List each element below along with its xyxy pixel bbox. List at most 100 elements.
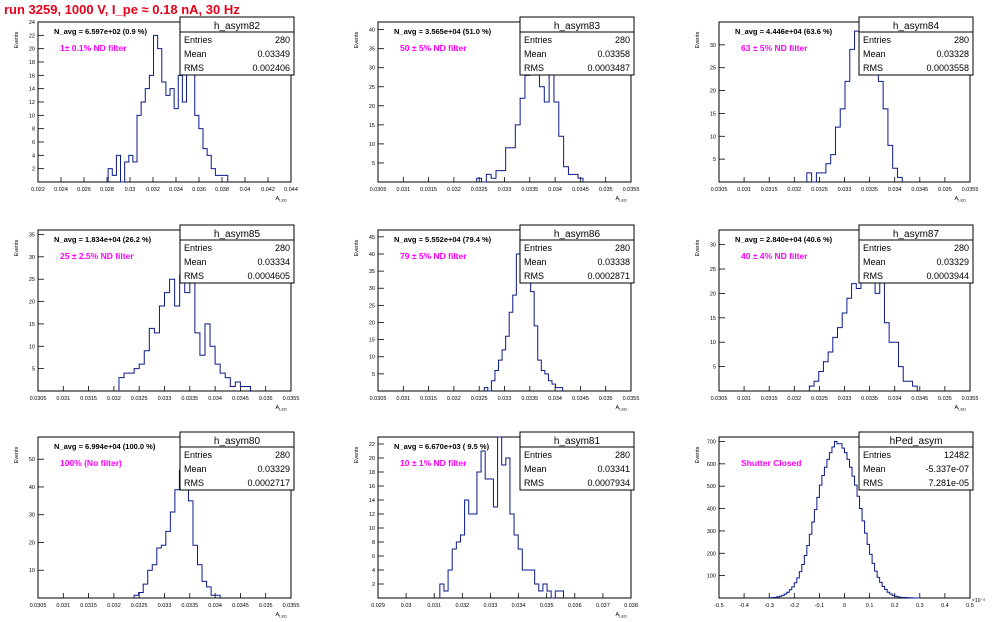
- y-tick-label: 2: [32, 167, 35, 173]
- x-tick-label: 0.0315: [80, 396, 97, 402]
- stats-value-mean: 0.03341: [597, 464, 630, 474]
- x-axis-title-sub: LED: [279, 198, 287, 203]
- x-tick-label: -0.5: [714, 603, 723, 609]
- x-tick-label: 0.0345: [572, 396, 589, 402]
- y-tick-label: 22: [369, 442, 375, 448]
- x-tick-label: 0.033: [484, 603, 498, 609]
- histogram-line: [107, 28, 229, 183]
- stats-label-rms: RMS: [524, 271, 544, 281]
- x-tick-label: 0.0305: [711, 187, 728, 193]
- x-tick-label: 0.0345: [572, 187, 589, 193]
- x-tick-label: 0.0335: [861, 396, 878, 402]
- y-tick-label: 15: [29, 322, 35, 328]
- x-tick-label: 0.031: [56, 396, 70, 402]
- stats-value-rms: 0.002406: [252, 63, 290, 73]
- histogram-name: h_asym82: [214, 21, 261, 32]
- x-tick-label: 0.035: [599, 187, 613, 193]
- y-axis-title: Events: [354, 31, 360, 48]
- histogram-name: h_asym83: [554, 21, 601, 32]
- x-tick-label: 0.5: [966, 603, 974, 609]
- x-tick-label: 0.0325: [811, 187, 828, 193]
- stats-value-mean: 0.03334: [257, 257, 290, 267]
- y-tick-label: 12: [369, 512, 375, 518]
- stats-label-mean: Mean: [184, 257, 207, 267]
- y-tick-label: 2: [372, 582, 375, 588]
- x-tick-label: 0.0305: [711, 396, 728, 402]
- y-axis-title: Events: [695, 31, 701, 48]
- stats-label-mean: Mean: [524, 49, 547, 59]
- y-tick-label: 20: [710, 89, 716, 95]
- x-tick-label: -0.2: [790, 603, 799, 609]
- x-tick-label: 0.026: [77, 187, 91, 193]
- x-tick-label: 0.03: [125, 187, 136, 193]
- stats-box: [858, 431, 974, 491]
- y-tick-label: 15: [710, 316, 716, 322]
- navg-label: N_avg = 1.834e+04 (26.2 %): [54, 235, 152, 244]
- filter-label: 10 ± 1% ND filter: [400, 458, 467, 468]
- y-tick-label: 6: [372, 554, 375, 560]
- histogram-name: h_asym85: [214, 229, 261, 240]
- stats-value-mean: 0.03338: [597, 257, 630, 267]
- y-tick-label: 45: [369, 235, 375, 241]
- stats-value-mean: 0.03358: [597, 49, 630, 59]
- histogram-name: h_asym86: [554, 229, 601, 240]
- stats-label-rms: RMS: [184, 478, 204, 488]
- x-tick-label: 0.0335: [861, 187, 878, 193]
- stats-label-mean: Mean: [184, 49, 207, 59]
- stats-value-entries: 280: [615, 243, 630, 253]
- stats-label-rms: RMS: [863, 271, 883, 281]
- x-tick-label: 0.022: [31, 187, 45, 193]
- x-tick-label: 0.034: [208, 396, 222, 402]
- y-tick-label: 40: [369, 28, 375, 34]
- y-tick-label: 4: [32, 153, 35, 159]
- x-tick-label: 0.1: [866, 603, 874, 609]
- x-tick-label: 0.0315: [80, 603, 97, 609]
- y-tick-label: 20: [29, 540, 35, 546]
- stats-box: [858, 16, 974, 76]
- stats-value-mean: -5.337e-07: [925, 464, 969, 474]
- y-tick-label: 25: [29, 277, 35, 283]
- x-axis-title: ALED: [616, 405, 628, 412]
- y-tick-label: 500: [707, 484, 716, 490]
- histogram-panel-hPed_asym: -0.5 -0.4 -0.3 -0.2 -0.1 0 0.1 0.2 0.3 0.4 0.5 100 2…: [695, 431, 985, 609]
- stats-value-rms: 0.0002871: [587, 271, 630, 281]
- stats-label-entries: Entries: [863, 450, 892, 460]
- x-tick-label: 0.032: [447, 396, 461, 402]
- histogram-panel-h_asym80: 0.0305 0.031 0.0315 0.032 0.0325 0.033 0.0335 0…: [14, 431, 299, 619]
- x-tick-label: 0.0325: [811, 396, 828, 402]
- y-tick-label: 10: [29, 344, 35, 350]
- y-tick-label: 10: [369, 355, 375, 361]
- stats-label-entries: Entries: [184, 35, 213, 45]
- x-axis-title: ALED: [616, 612, 628, 619]
- x-tick-label: 0.0355: [962, 187, 979, 193]
- stats-box: [179, 16, 295, 76]
- x-axis-title: ALED: [276, 196, 288, 203]
- y-tick-label: 40: [29, 485, 35, 491]
- x-tick-label: 0.031: [427, 603, 441, 609]
- x-tick-label: 0.036: [192, 187, 206, 193]
- filter-label: 1± 0.1% ND filter: [60, 43, 127, 53]
- stats-label-mean: Mean: [184, 464, 207, 474]
- y-tick-label: 30: [710, 43, 716, 49]
- y-tick-label: 5: [713, 157, 716, 163]
- x-tick-label: 0.0345: [232, 603, 249, 609]
- histogram-panel-h_asym86: 0.0305 0.031 0.0315 0.032 0.0325 0.033 0.0335 0…: [354, 224, 639, 412]
- filter-label: 79 ± 5% ND filter: [400, 251, 467, 261]
- x-tick-label: 0.033: [498, 187, 512, 193]
- stats-label-entries: Entries: [524, 35, 553, 45]
- y-tick-label: 25: [710, 66, 716, 72]
- stats-value-rms: 7.281e-05: [928, 478, 969, 488]
- x-tick-label: 0.0355: [623, 187, 640, 193]
- y-tick-label: 35: [29, 232, 35, 238]
- x-tick-label: 0.032: [447, 187, 461, 193]
- navg-label: N_avg = 3.565e+04 (51.0 %): [394, 27, 492, 36]
- x-axis-title: ALED: [955, 405, 967, 412]
- y-tick-label: 8: [372, 540, 375, 546]
- x-tick-label: 0.0335: [521, 396, 538, 402]
- stats-label-entries: Entries: [184, 243, 213, 253]
- stats-box: [519, 16, 635, 76]
- x-axis-title-sub: LED: [958, 198, 966, 203]
- stats-label-rms: RMS: [863, 63, 883, 73]
- y-tick-label: 6: [32, 140, 35, 146]
